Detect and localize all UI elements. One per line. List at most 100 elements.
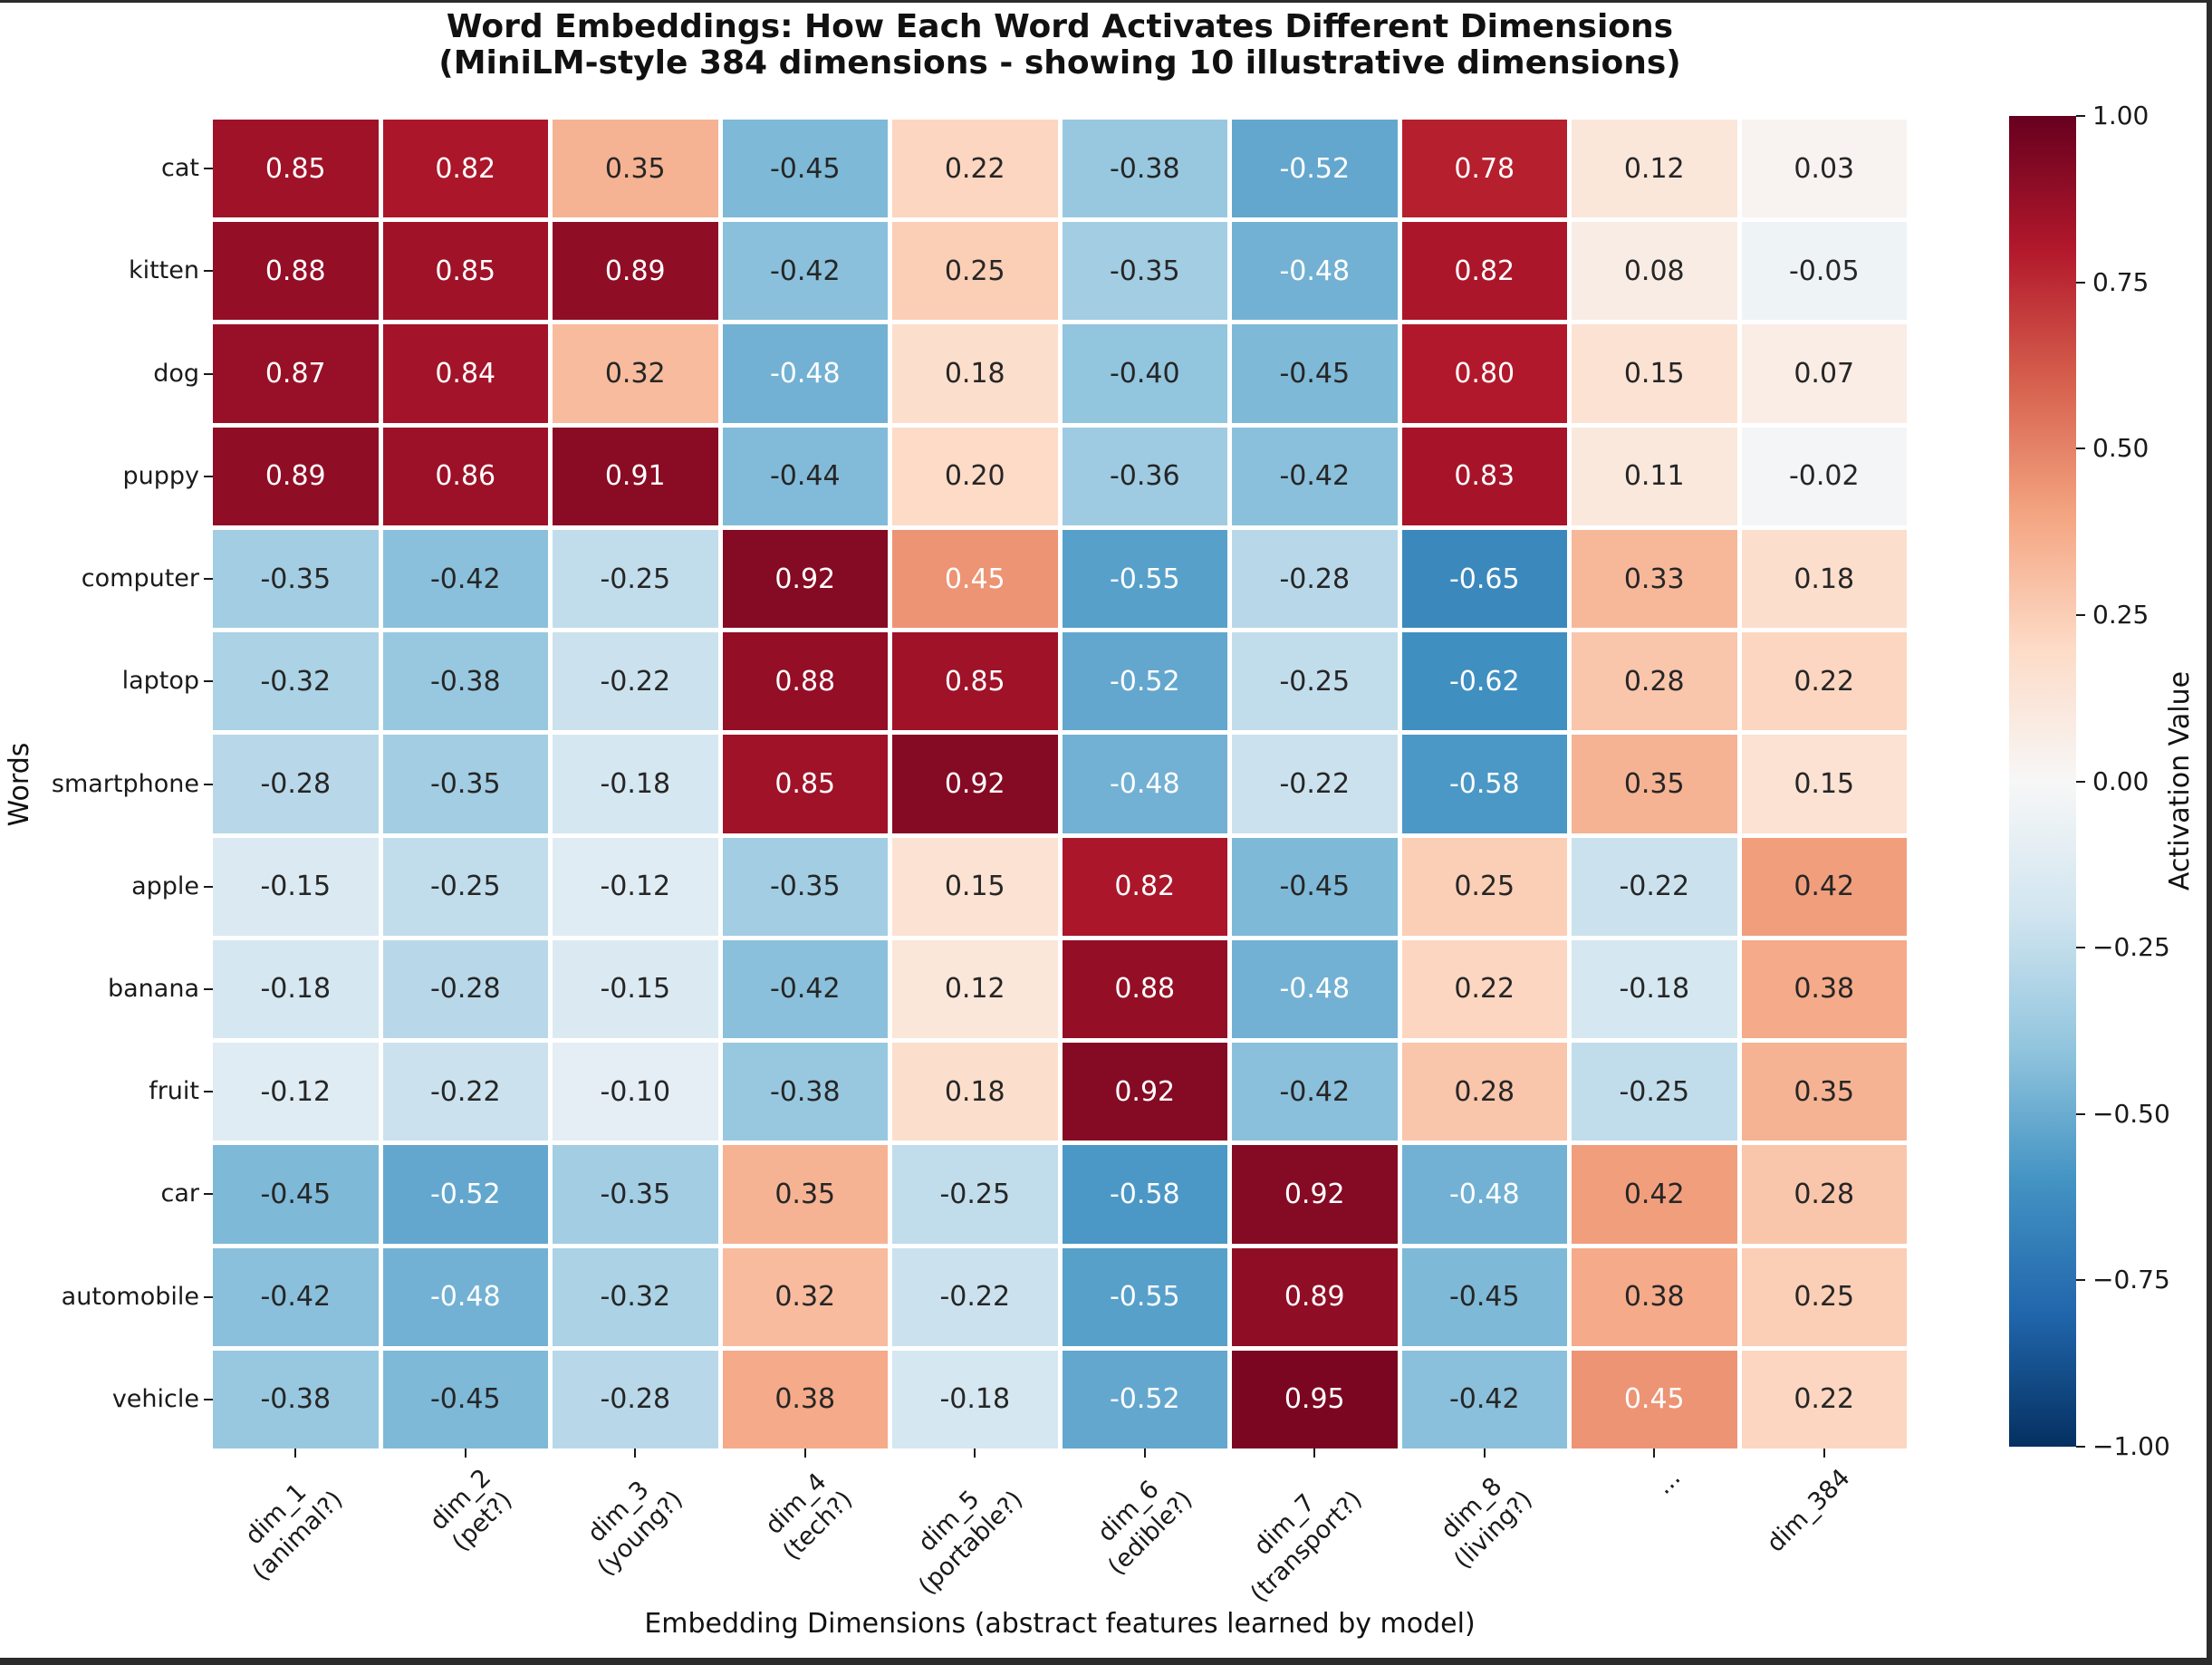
cell-value: 0.32 — [774, 1281, 836, 1314]
heatmap-cell-vehicle-col9: 0.45 — [1572, 1350, 1737, 1448]
heatmap-cell-kitten-col8: 0.82 — [1401, 222, 1567, 321]
heatmap-cell-car-col8: -0.48 — [1401, 1145, 1567, 1244]
cell-value: 0.07 — [1794, 358, 1855, 390]
heatmap-cell-puppy-col6: -0.36 — [1062, 427, 1227, 525]
cell-value: -0.48 — [1448, 1178, 1520, 1210]
cell-value: -0.42 — [260, 1281, 332, 1314]
heatmap-cell-cat-col8: 0.78 — [1401, 120, 1567, 218]
cell-value: -0.10 — [600, 1075, 671, 1108]
heatmap-cell-fruit-col7: -0.42 — [1232, 1043, 1398, 1141]
heatmap-cell-dog-col8: 0.80 — [1401, 324, 1567, 423]
row-label-vehicle: vehicle — [111, 1384, 199, 1413]
col-label-line1: ... — [1649, 1463, 1686, 1500]
heatmap-cell-kitten-col7: -0.48 — [1232, 222, 1398, 321]
cell-value: -0.48 — [1279, 255, 1351, 287]
heatmap-cell-computer-col9: 0.33 — [1572, 529, 1737, 629]
heatmap-cell-laptop-col2: -0.38 — [382, 632, 548, 731]
cell-value: -0.15 — [600, 973, 671, 1006]
colorbar-tick-mark — [2076, 115, 2085, 117]
cell-value: 0.15 — [1794, 767, 1855, 800]
heatmap-cell-apple-col2: -0.25 — [382, 837, 548, 936]
heatmap-cell-kitten-col4: -0.42 — [722, 222, 888, 321]
col-label-dim_1: dim_1 (animal?) — [226, 1463, 351, 1588]
y-tick-mark — [204, 1398, 213, 1400]
heatmap-cell-computer-col8: -0.65 — [1401, 529, 1567, 629]
heatmap-cell-puppy-col1: 0.89 — [213, 427, 379, 525]
cell-value: -0.36 — [1109, 460, 1180, 493]
colorbar-tick-mark — [2076, 613, 2085, 616]
heatmap-cell-vehicle-col7: 0.95 — [1232, 1350, 1398, 1448]
heatmap-cell-smartphone-col8: -0.58 — [1401, 735, 1567, 833]
col-label-dim_7: dim_7 (transport?) — [1223, 1463, 1369, 1609]
heatmap-cell-car-col7: 0.92 — [1232, 1145, 1398, 1244]
cell-value: -0.42 — [769, 973, 841, 1006]
cell-value: -0.42 — [769, 255, 841, 287]
cell-value: -0.12 — [260, 1075, 332, 1108]
heatmap-cell-vehicle-col5: -0.18 — [892, 1350, 1058, 1448]
y-tick-mark — [204, 578, 213, 581]
cell-value: -0.42 — [1279, 460, 1351, 493]
y-tick-mark — [204, 1193, 213, 1196]
chart-title: Word Embeddings: How Each Word Activates… — [446, 8, 1674, 45]
heatmap-cell-automobile-col7: 0.89 — [1232, 1247, 1398, 1346]
y-tick-mark — [204, 270, 213, 273]
heatmap-cell-smartphone-col2: -0.35 — [382, 735, 548, 833]
cell-value: 0.95 — [1284, 1383, 1345, 1416]
heatmap: 0.85 0.82 0.35 -0.45 0.22 -0.38 -0.52 0.78 0.12 0… — [213, 120, 1907, 1448]
y-tick-mark — [204, 168, 213, 170]
cell-value: 0.86 — [435, 460, 496, 493]
heatmap-cell-laptop-col5: 0.85 — [892, 632, 1058, 731]
heatmap-cell-fruit-col6: 0.92 — [1062, 1043, 1227, 1141]
heatmap-cell-banana-col8: 0.22 — [1401, 939, 1567, 1039]
row-label-car: car — [160, 1179, 200, 1208]
heatmap-cell-fruit-col5: 0.18 — [892, 1043, 1058, 1141]
heatmap-cell-computer-col6: -0.55 — [1062, 529, 1227, 629]
heatmap-cell-banana-col1: -0.18 — [213, 939, 379, 1039]
cell-value: 0.22 — [944, 152, 1005, 185]
cell-value: -0.25 — [429, 871, 501, 903]
chart-subtitle: (MiniLM-style 384 dimensions - showing 1… — [438, 44, 1681, 82]
row-label-computer: computer — [81, 564, 199, 593]
cell-value: 0.18 — [944, 358, 1005, 390]
heatmap-cell-cat-col6: -0.38 — [1062, 120, 1227, 218]
colorbar-tick-label-0.50: 0.50 — [2092, 433, 2149, 464]
heatmap-cell-dog-col10: 0.07 — [1741, 324, 1907, 423]
window-border-bottom — [0, 1658, 2212, 1665]
heatmap-cell-fruit-col3: -0.10 — [553, 1043, 718, 1141]
heatmap-cell-puppy-col2: 0.86 — [382, 427, 548, 525]
heatmap-cell-automobile-col9: 0.38 — [1572, 1247, 1737, 1346]
cell-value: 0.85 — [944, 665, 1005, 698]
cell-value: 0.38 — [1794, 973, 1855, 1006]
row-label-apple: apple — [131, 871, 199, 900]
heatmap-cell-smartphone-col5: 0.92 — [892, 735, 1058, 833]
x-tick-mark — [1822, 1448, 1825, 1458]
cell-value: -0.52 — [1279, 152, 1351, 185]
y-tick-mark — [204, 1295, 213, 1298]
cell-value: 0.11 — [1623, 460, 1685, 493]
heatmap-cell-puppy-col3: 0.91 — [553, 427, 718, 525]
cell-value: 0.85 — [774, 767, 836, 800]
cell-value: -0.22 — [939, 1281, 1011, 1314]
heatmap-cell-laptop-col8: -0.62 — [1401, 632, 1567, 731]
cell-value: -0.35 — [1109, 255, 1180, 287]
cell-value: -0.35 — [600, 1178, 671, 1210]
x-tick-mark — [1483, 1448, 1486, 1458]
colorbar-label: Activation Value — [2164, 670, 2196, 891]
colorbar-tick-label-0.00: 0.00 — [2092, 765, 2149, 796]
cell-value: 0.87 — [264, 358, 326, 390]
cell-value: 0.89 — [264, 460, 326, 493]
heatmap-cell-kitten-col9: 0.08 — [1572, 222, 1737, 321]
cell-value: 0.03 — [1794, 152, 1855, 185]
cell-value: -0.22 — [429, 1075, 501, 1108]
cell-value: 0.92 — [774, 563, 836, 595]
cell-value: -0.42 — [1279, 1075, 1351, 1108]
cell-value: -0.42 — [429, 563, 501, 595]
x-tick-mark — [294, 1448, 297, 1458]
cell-value: -0.28 — [429, 973, 501, 1006]
y-tick-mark — [204, 987, 213, 990]
cell-value: -0.22 — [1619, 871, 1690, 903]
cell-value: -0.18 — [1619, 973, 1690, 1006]
heatmap-cell-automobile-col5: -0.22 — [892, 1247, 1058, 1346]
col-label-dim_384: dim_384 — [1761, 1463, 1857, 1559]
